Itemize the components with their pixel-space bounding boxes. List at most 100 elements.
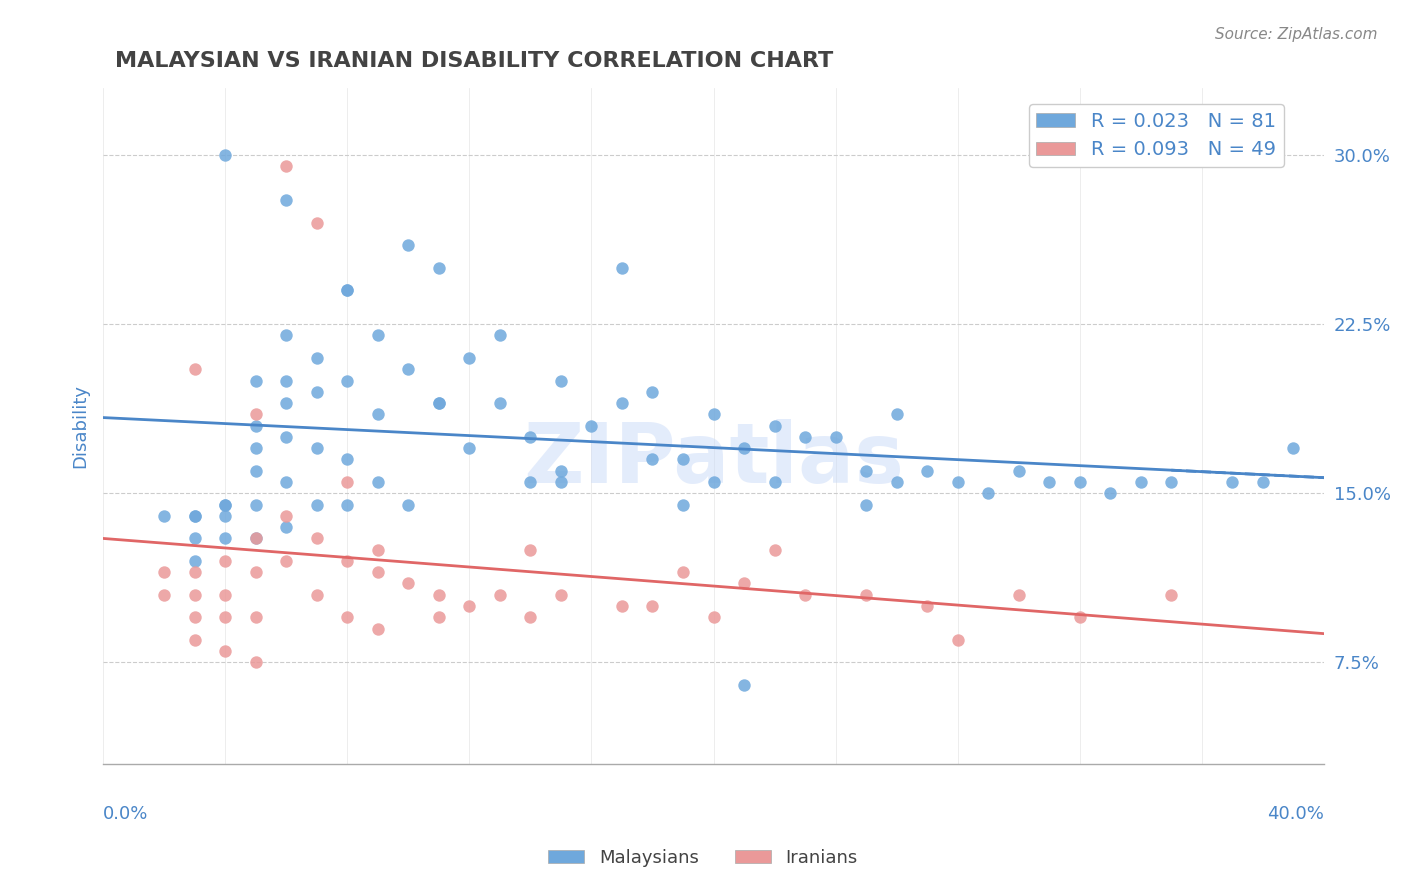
Point xyxy=(214,554,236,568)
Point xyxy=(550,374,572,388)
Point xyxy=(1129,475,1152,489)
Point xyxy=(1160,475,1182,489)
Point xyxy=(733,678,755,692)
Point xyxy=(733,576,755,591)
Point xyxy=(305,498,328,512)
Point xyxy=(367,328,389,343)
Text: 40.0%: 40.0% xyxy=(1267,805,1324,823)
Point xyxy=(550,588,572,602)
Point xyxy=(1069,475,1091,489)
Point xyxy=(276,328,298,343)
Point xyxy=(336,284,359,298)
Point xyxy=(946,475,969,489)
Point xyxy=(183,508,205,523)
Point xyxy=(1008,464,1031,478)
Point xyxy=(1069,610,1091,624)
Point xyxy=(336,475,359,489)
Point xyxy=(245,532,267,546)
Point xyxy=(183,362,205,376)
Point xyxy=(276,430,298,444)
Point xyxy=(245,441,267,455)
Point xyxy=(763,418,786,433)
Point xyxy=(610,599,633,613)
Point xyxy=(702,475,724,489)
Point xyxy=(153,508,176,523)
Point xyxy=(458,351,481,365)
Point xyxy=(946,632,969,647)
Point xyxy=(550,475,572,489)
Point xyxy=(641,599,664,613)
Point xyxy=(641,452,664,467)
Point xyxy=(305,351,328,365)
Point xyxy=(672,452,695,467)
Point xyxy=(153,588,176,602)
Point xyxy=(610,396,633,410)
Point xyxy=(641,384,664,399)
Point xyxy=(794,430,817,444)
Point xyxy=(214,532,236,546)
Point xyxy=(245,656,267,670)
Point xyxy=(276,374,298,388)
Y-axis label: Disability: Disability xyxy=(72,384,89,467)
Point xyxy=(794,588,817,602)
Point xyxy=(336,374,359,388)
Point xyxy=(276,475,298,489)
Point xyxy=(519,475,541,489)
Point xyxy=(183,565,205,579)
Point xyxy=(396,576,419,591)
Point xyxy=(214,610,236,624)
Point xyxy=(276,396,298,410)
Point xyxy=(824,430,846,444)
Point xyxy=(1251,475,1274,489)
Point xyxy=(886,408,908,422)
Point xyxy=(489,396,512,410)
Point xyxy=(367,408,389,422)
Text: 0.0%: 0.0% xyxy=(103,805,149,823)
Point xyxy=(1099,486,1122,500)
Point xyxy=(519,610,541,624)
Point xyxy=(183,554,205,568)
Text: MALAYSIAN VS IRANIAN DISABILITY CORRELATION CHART: MALAYSIAN VS IRANIAN DISABILITY CORRELAT… xyxy=(115,51,834,70)
Point xyxy=(214,148,236,162)
Point xyxy=(855,498,877,512)
Point xyxy=(245,565,267,579)
Point xyxy=(458,599,481,613)
Point xyxy=(153,565,176,579)
Point xyxy=(855,588,877,602)
Point xyxy=(458,441,481,455)
Point xyxy=(245,498,267,512)
Point xyxy=(489,328,512,343)
Point xyxy=(427,588,450,602)
Point xyxy=(336,498,359,512)
Point xyxy=(276,554,298,568)
Point xyxy=(183,532,205,546)
Point xyxy=(581,418,603,433)
Point xyxy=(183,610,205,624)
Point xyxy=(336,452,359,467)
Point xyxy=(305,441,328,455)
Point xyxy=(336,554,359,568)
Point xyxy=(763,542,786,557)
Point xyxy=(367,622,389,636)
Point xyxy=(214,498,236,512)
Point xyxy=(367,565,389,579)
Point xyxy=(1220,475,1243,489)
Point xyxy=(367,542,389,557)
Point xyxy=(336,610,359,624)
Point xyxy=(763,475,786,489)
Point xyxy=(1008,588,1031,602)
Point xyxy=(396,498,419,512)
Point xyxy=(276,508,298,523)
Point xyxy=(489,588,512,602)
Legend: Malaysians, Iranians: Malaysians, Iranians xyxy=(541,842,865,874)
Point xyxy=(396,362,419,376)
Point xyxy=(276,160,298,174)
Point xyxy=(672,565,695,579)
Point xyxy=(427,610,450,624)
Point xyxy=(276,520,298,534)
Point xyxy=(214,498,236,512)
Point xyxy=(367,475,389,489)
Point xyxy=(610,260,633,275)
Point xyxy=(672,498,695,512)
Point xyxy=(183,632,205,647)
